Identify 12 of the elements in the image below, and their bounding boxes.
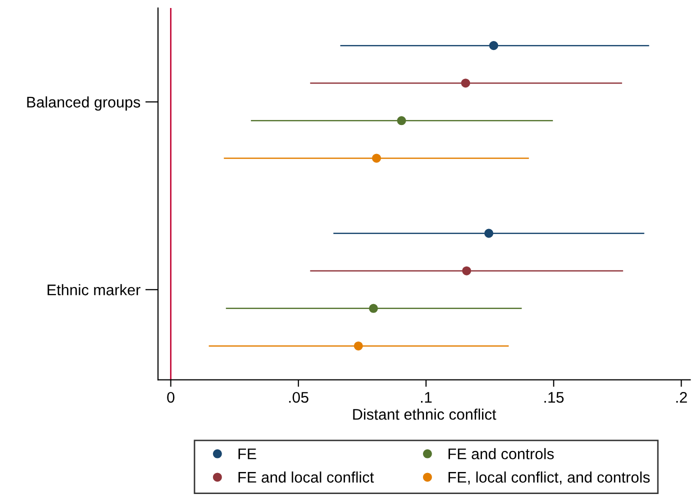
y-tick-label: Ethnic marker <box>48 284 140 296</box>
x-tick-label: .1 <box>421 392 432 403</box>
legend-label: FE, local conflict, and controls <box>448 471 650 485</box>
x-tick-label: .05 <box>289 392 308 403</box>
x-tick-label: .15 <box>544 392 564 403</box>
x-tick-label: .2 <box>676 392 687 403</box>
y-tick-label: Balanced groups <box>27 96 140 111</box>
legend-label: FE and local conflict <box>238 471 374 483</box>
x-tick-label: 0 <box>167 392 174 403</box>
legend-label: FE <box>238 448 256 460</box>
legend-label: FE and controls <box>448 448 554 460</box>
x-axis-title: Distant ethnic conflict <box>353 408 496 420</box>
